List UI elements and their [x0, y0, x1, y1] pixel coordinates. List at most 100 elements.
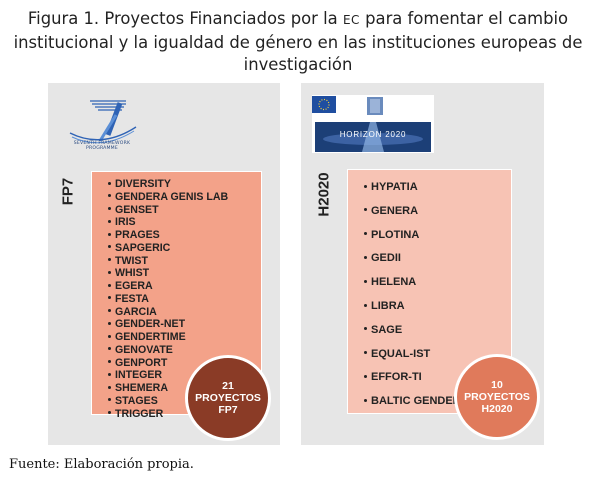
bullet-icon [108, 194, 111, 198]
h2020-project-name: EQUAL-IST [371, 347, 431, 360]
fp7-project-name: STAGES [115, 394, 158, 407]
h2020-project-name: HYPATIA [371, 181, 418, 193]
fp7-project-item: GENOVATE [108, 344, 261, 357]
title-text-1b: para fomentar el cambio [359, 9, 569, 28]
fp7-project-item: TRIGGER [108, 408, 261, 421]
fp7-project-name: GENPORT [115, 356, 168, 369]
title-line-3: investigación [243, 55, 353, 74]
h2020-project-item: SAGE [364, 319, 511, 343]
fp7-project-item: GENPORT [108, 357, 261, 370]
fp7-project-name: SHEMERA [115, 382, 168, 394]
fp7-project-name: PRAGES [115, 229, 160, 241]
h2020-project-item: GEDII [364, 247, 511, 271]
bullet-icon [108, 219, 111, 223]
fp7-project-name: IRIS [115, 216, 136, 229]
h2020-project-name: HELENA [371, 276, 417, 289]
bullet-icon [108, 207, 111, 211]
bullet-icon [108, 258, 111, 262]
h2020-vertical-label: H2020 [315, 172, 333, 217]
fp7-project-name: FESTA [115, 292, 149, 305]
bullet-icon [108, 232, 111, 236]
fp7-caption-line1: SEVENTH FRAMEWORK [73, 141, 131, 146]
fp7-project-name: TRIGGER [115, 407, 164, 420]
fp7-project-item: SAPGERIC [108, 242, 261, 255]
h2020-project-name: SAGE [371, 323, 403, 336]
fp7-project-name: WHIST [115, 267, 150, 280]
h2020-project-name: EFFOR-TI [371, 371, 422, 384]
bullet-icon [108, 385, 111, 389]
fp7-project-name: GENSET [115, 203, 159, 216]
bullet-icon [108, 334, 111, 338]
bullet-icon [108, 270, 111, 274]
h2020-project-name: GEDII [371, 252, 401, 265]
fp7-logo-caption: SEVENTH FRAMEWORK PROGRAMME [62, 141, 142, 151]
h2020-count-badge: 10 PROYECTOS H2020 [454, 354, 540, 440]
source-note: Fuente: Elaboración propia. [9, 457, 194, 472]
bullet-icon [108, 347, 111, 351]
bullet-icon [364, 279, 367, 283]
bullet-icon [364, 398, 367, 402]
seventh-framework-logo [69, 100, 137, 144]
fp7-project-item: GENDERA GENIS LAB [108, 191, 261, 204]
horizon-logo-text: HORIZON 2020 [340, 130, 407, 139]
h2020-badge-label: PROYECTOS [464, 391, 530, 403]
fp7-project-item: GENDERTIME [108, 331, 261, 344]
fp7-project-name: INTEGER [115, 369, 163, 382]
fp7-project-item: IRIS [108, 216, 261, 229]
fp7-project-name: SAPGERIC [115, 241, 171, 254]
h2020-project-item: PLOTINA [364, 224, 511, 248]
fp7-project-item: DIVERSITY [108, 178, 261, 191]
bullet-icon [108, 283, 111, 287]
bullet-icon [364, 351, 367, 355]
fp7-project-name: GARCIA [115, 305, 157, 318]
title-line-2: institucional y la igualdad de género en… [13, 32, 583, 52]
fp7-project-item: FESTA [108, 293, 261, 306]
h2020-project-item: BALTIC GENDER [364, 390, 511, 414]
h2020-project-item: HYPATIA [364, 176, 511, 200]
fp7-caption-line2: PROGRAMME [86, 146, 118, 151]
h2020-project-item: HELENA [364, 271, 511, 295]
title-line-1: Figura 1. Proyectos Financiados por la E… [10, 8, 586, 32]
bullet-icon [108, 181, 111, 185]
horizon-2020-logo: HORIZON 2020 [312, 95, 434, 153]
h2020-project-name: GENERA [371, 204, 419, 217]
h2020-badge-count: 10 [491, 379, 503, 391]
title-text-ec: EC [342, 13, 360, 27]
bullet-icon [364, 184, 367, 188]
bullet-icon [108, 245, 111, 249]
bullet-icon [108, 321, 111, 325]
h2020-project-item: EQUAL-IST [364, 343, 511, 367]
fp7-project-name: TWIST [115, 254, 148, 267]
bullet-icon [364, 255, 367, 259]
fp7-project-item: GENSET [108, 204, 261, 217]
bullet-icon [364, 303, 367, 307]
bullet-icon [364, 374, 367, 378]
fp7-project-item: WHIST [108, 267, 261, 280]
fp7-project-name: GENDER-NET [115, 318, 186, 331]
fp7-project-list: DIVERSITY GENDERA GENIS LAB GENSET IRIS PRAG… [91, 171, 262, 420]
fp7-project-name: GENDERA GENIS LAB [115, 190, 229, 203]
fp7-project-name: GENDERTIME [115, 331, 186, 343]
h2020-project-name: BALTIC GENDER [371, 395, 461, 408]
fp7-badge-label: PROYECTOS [195, 392, 261, 404]
fp7-badge-program: FP7 [218, 404, 238, 416]
fp7-project-item: SHEMERA [108, 382, 261, 395]
fp7-project-item: INTEGER [108, 369, 261, 382]
fp7-project-item: GENDER-NET [108, 318, 261, 331]
h2020-project-item: LIBRA [364, 295, 511, 319]
bullet-icon [108, 411, 111, 415]
fp7-project-item: PRAGES [108, 229, 261, 242]
h2020-project-item: GENERA [364, 200, 511, 224]
bullet-icon [108, 372, 111, 376]
h2020-badge-program: H2020 [481, 403, 513, 415]
h2020-project-item: EFFOR-TI [364, 366, 511, 390]
h2020-project-name: PLOTINA [371, 228, 420, 241]
bullet-icon [108, 360, 111, 364]
fp7-project-item: EGERA [108, 280, 261, 293]
fp7-count-badge: 21 PROYECTOS FP7 [185, 355, 271, 441]
bullet-icon [364, 327, 367, 331]
fp7-project-name: EGERA [115, 280, 153, 292]
figure-title: Figura 1. Proyectos Financiados por la E… [10, 8, 586, 77]
bullet-icon [108, 398, 111, 402]
h2020-project-name: LIBRA [371, 299, 405, 312]
